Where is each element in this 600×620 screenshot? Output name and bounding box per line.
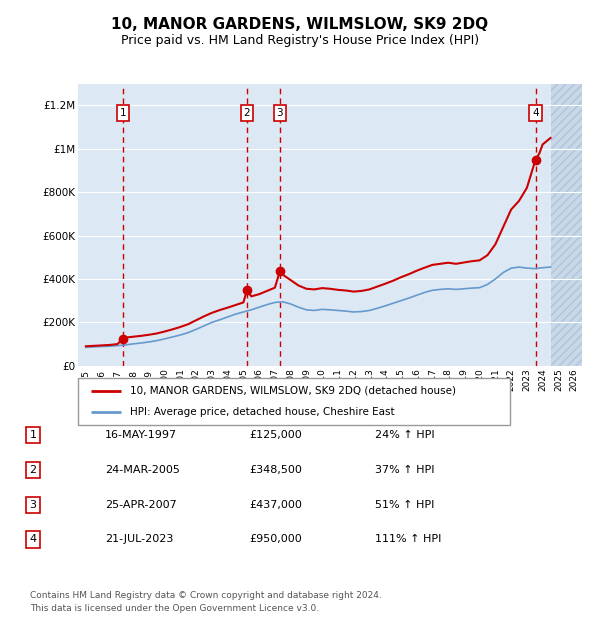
Text: £950,000: £950,000 (249, 534, 302, 544)
Text: 1: 1 (120, 108, 127, 118)
Text: 1: 1 (29, 430, 37, 440)
Text: 24-MAR-2005: 24-MAR-2005 (105, 465, 180, 475)
Text: 111% ↑ HPI: 111% ↑ HPI (375, 534, 442, 544)
Text: 4: 4 (29, 534, 37, 544)
Text: 16-MAY-1997: 16-MAY-1997 (105, 430, 177, 440)
Text: £125,000: £125,000 (249, 430, 302, 440)
Text: 24% ↑ HPI: 24% ↑ HPI (375, 430, 434, 440)
Text: Contains HM Land Registry data © Crown copyright and database right 2024.
This d: Contains HM Land Registry data © Crown c… (30, 591, 382, 613)
Text: 2: 2 (29, 465, 37, 475)
Text: HPI: Average price, detached house, Cheshire East: HPI: Average price, detached house, Ches… (130, 407, 394, 417)
Text: 51% ↑ HPI: 51% ↑ HPI (375, 500, 434, 510)
Text: Price paid vs. HM Land Registry's House Price Index (HPI): Price paid vs. HM Land Registry's House … (121, 34, 479, 47)
Text: £348,500: £348,500 (249, 465, 302, 475)
Text: 10, MANOR GARDENS, WILMSLOW, SK9 2DQ: 10, MANOR GARDENS, WILMSLOW, SK9 2DQ (112, 17, 488, 32)
FancyBboxPatch shape (78, 378, 510, 425)
Text: 2: 2 (244, 108, 250, 118)
Text: 37% ↑ HPI: 37% ↑ HPI (375, 465, 434, 475)
Text: 25-APR-2007: 25-APR-2007 (105, 500, 177, 510)
Text: 3: 3 (277, 108, 283, 118)
Text: 10, MANOR GARDENS, WILMSLOW, SK9 2DQ (detached house): 10, MANOR GARDENS, WILMSLOW, SK9 2DQ (de… (130, 386, 456, 396)
Bar (551, 84, 582, 366)
Text: £437,000: £437,000 (249, 500, 302, 510)
Text: 4: 4 (532, 108, 539, 118)
Text: 21-JUL-2023: 21-JUL-2023 (105, 534, 173, 544)
Text: 3: 3 (29, 500, 37, 510)
